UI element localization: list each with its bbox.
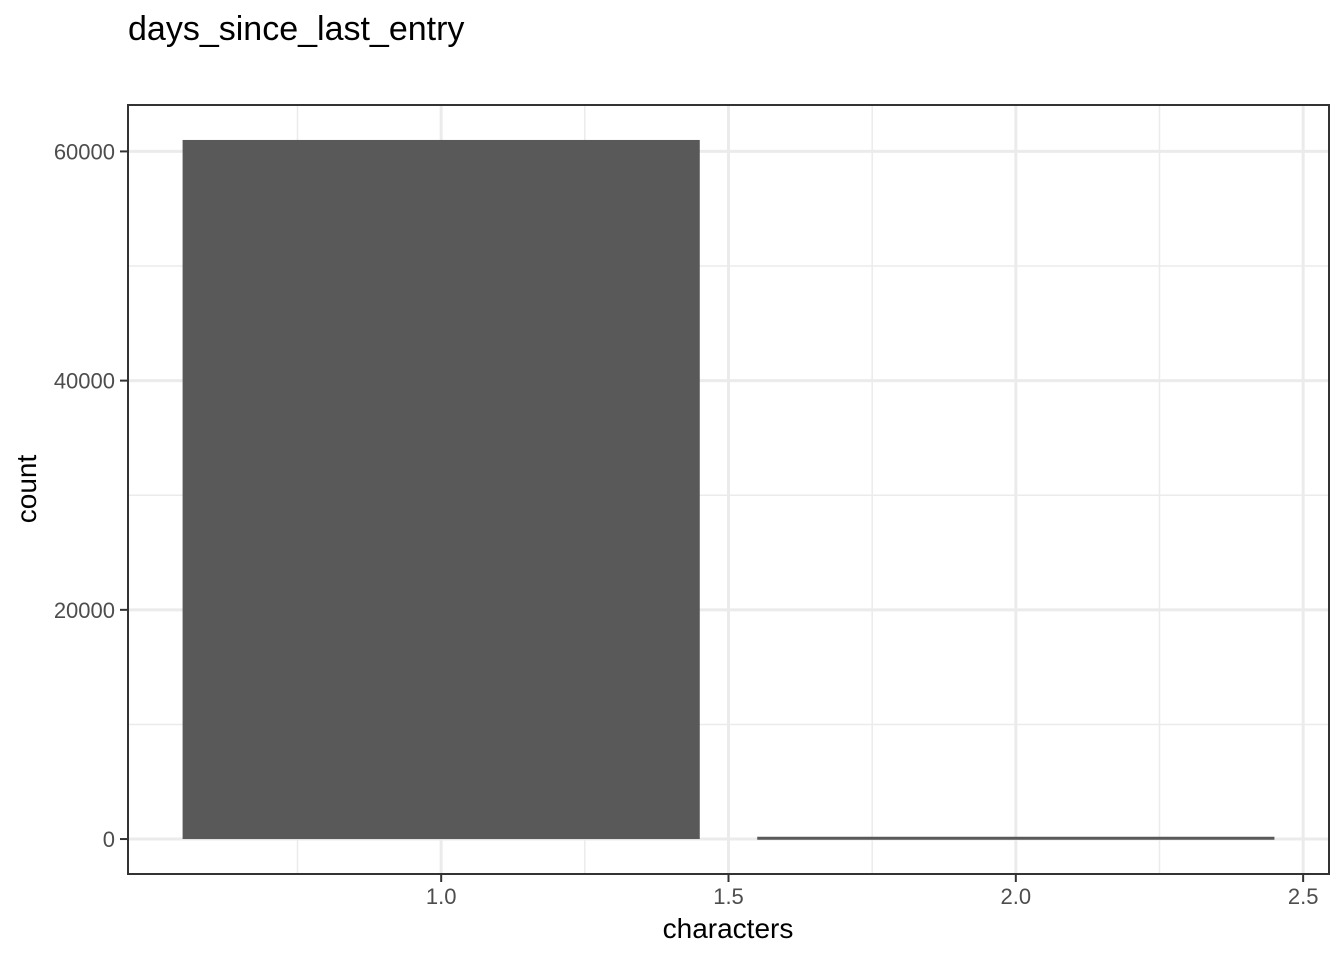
x-tick-label: 2.5 <box>1288 884 1319 909</box>
bars <box>182 139 1275 840</box>
x-tick-label: 1.0 <box>426 884 457 909</box>
y-tick-label: 60000 <box>54 139 115 164</box>
x-tick-label: 1.5 <box>713 884 744 909</box>
y-axis: 0 20000 40000 60000 <box>54 139 128 852</box>
bar-1 <box>182 139 700 840</box>
y-tick-label: 40000 <box>54 369 115 394</box>
y-axis-title: count <box>11 455 42 524</box>
y-tick-label: 20000 <box>54 598 115 623</box>
chart-title: days_since_last_entry <box>128 10 464 48</box>
bar-2 <box>757 836 1275 840</box>
y-tick-label: 0 <box>103 827 115 852</box>
x-tick-label: 2.0 <box>1001 884 1032 909</box>
x-axis: 1.0 1.5 2.0 2.5 <box>426 874 1319 909</box>
x-axis-title: characters <box>663 913 794 944</box>
